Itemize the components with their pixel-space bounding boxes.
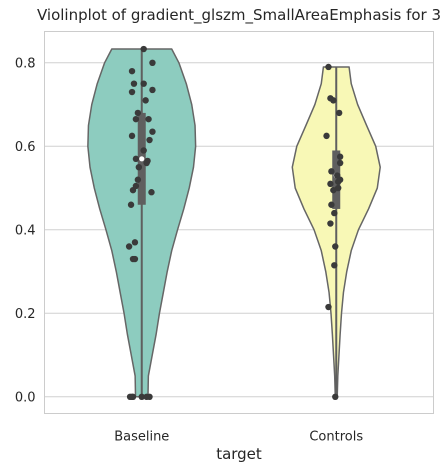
data-point	[328, 168, 335, 175]
data-point	[131, 239, 139, 246]
data-point	[140, 147, 147, 154]
x-tick-label: Controls	[309, 430, 363, 445]
data-point	[327, 180, 334, 188]
data-point	[128, 132, 136, 140]
data-point	[334, 184, 342, 192]
data-point	[335, 109, 343, 117]
data-point	[129, 186, 137, 194]
data-point	[331, 262, 338, 269]
x-axis-label: target	[216, 445, 262, 463]
data-point	[325, 63, 332, 71]
y-tick-label: 0.6	[15, 140, 36, 155]
data-point	[330, 186, 337, 194]
data-point	[331, 209, 338, 217]
chart-title: Violinplot of gradient_glszm_SmallAreaEm…	[37, 6, 441, 25]
data-point	[334, 178, 342, 185]
data-point	[332, 393, 339, 401]
data-point	[328, 201, 335, 208]
plot-frame	[44, 31, 434, 414]
median-marker	[139, 156, 145, 162]
data-point	[128, 88, 136, 96]
data-point	[135, 163, 143, 171]
x-tick-label: Baseline	[114, 430, 169, 445]
data-point	[332, 243, 339, 250]
data-point	[142, 97, 149, 104]
data-point	[140, 80, 147, 87]
data-point	[330, 97, 337, 104]
data-point	[149, 59, 156, 67]
y-tick-label: 0.8	[15, 56, 36, 71]
data-point	[138, 393, 145, 401]
data-point	[128, 67, 136, 75]
data-point	[127, 201, 135, 208]
data-point	[146, 393, 153, 401]
data-point	[149, 86, 156, 94]
data-point	[132, 155, 140, 163]
data-point	[336, 159, 344, 167]
data-point	[132, 115, 140, 123]
data-point	[325, 303, 332, 311]
data-point	[130, 80, 138, 87]
y-tick-label: 0.4	[15, 223, 36, 238]
data-point	[140, 45, 147, 53]
data-point	[336, 153, 344, 160]
data-point	[129, 255, 137, 263]
y-tick-label: 0.0	[15, 390, 36, 405]
plot-area	[87, 45, 381, 401]
data-point	[149, 128, 156, 135]
data-point	[148, 189, 155, 196]
data-point	[125, 243, 133, 250]
y-tick-label: 0.2	[15, 307, 36, 322]
data-point	[126, 393, 134, 401]
data-point	[134, 176, 142, 183]
data-point	[143, 159, 150, 167]
data-point	[327, 220, 334, 227]
data-point	[323, 132, 330, 140]
tick-labels: 0.0 0.2 0.4 0.6 0.8 Baseline Controls	[15, 56, 364, 444]
data-point	[146, 136, 153, 144]
data-point	[145, 115, 152, 123]
data-point	[134, 109, 142, 117]
